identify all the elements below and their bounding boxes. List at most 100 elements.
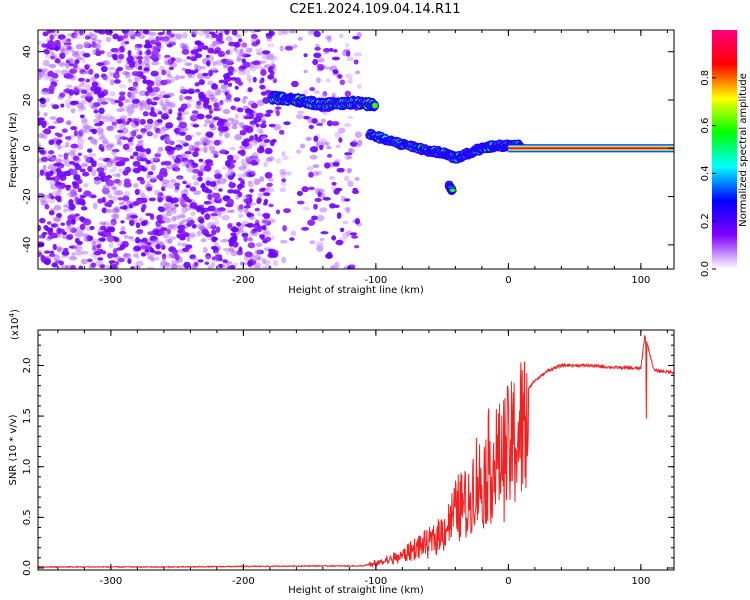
noise-blob — [111, 149, 117, 156]
noise-blob — [57, 94, 64, 100]
noise-blob — [253, 116, 262, 123]
noise-blob — [259, 176, 265, 183]
noise-blob — [260, 218, 269, 225]
noise-blob — [171, 155, 177, 161]
noise-blob — [347, 180, 354, 188]
spectrogram-x-ticks: -300 -200 -100 0 100 — [57, 30, 668, 286]
noise-blob — [207, 89, 214, 97]
noise-blob — [51, 41, 56, 49]
noise-blob — [128, 94, 135, 100]
noise-blob — [145, 242, 152, 246]
noise-blob — [55, 184, 63, 190]
noise-blob — [152, 86, 161, 92]
noise-blob — [229, 236, 238, 243]
noise-blob — [212, 40, 219, 46]
noise-blob — [154, 153, 162, 158]
noise-blob — [127, 141, 135, 146]
noise-blob — [165, 69, 171, 76]
noise-blob — [69, 74, 74, 79]
noise-blob — [103, 176, 110, 183]
noise-blob — [139, 241, 147, 247]
noise-blob — [150, 106, 155, 113]
noise-blob — [97, 257, 104, 261]
noise-blob — [136, 134, 143, 140]
noise-blob — [62, 231, 67, 236]
noise-blob — [72, 62, 78, 69]
noise-blob — [77, 107, 84, 112]
noise-blob — [342, 231, 350, 239]
noise-blob — [210, 212, 219, 217]
noise-blob — [244, 156, 251, 163]
noise-blob — [203, 200, 212, 205]
noise-blob — [178, 75, 186, 80]
noise-blob — [255, 123, 260, 128]
noise-blob — [129, 136, 135, 140]
noise-blob — [197, 259, 204, 263]
noise-blob — [261, 53, 271, 60]
noise-blob — [261, 257, 266, 265]
noise-blob — [160, 213, 169, 220]
noise-blob — [51, 155, 57, 161]
noise-blob — [211, 229, 217, 236]
noise-blob — [143, 59, 151, 66]
noise-blob — [316, 122, 324, 127]
noise-blob — [342, 50, 348, 57]
noise-blob — [66, 45, 72, 51]
noise-blob — [48, 63, 57, 69]
noise-blob — [163, 56, 172, 64]
noise-blob — [112, 213, 120, 220]
noise-blob — [178, 221, 184, 227]
noise-blob — [203, 123, 208, 128]
noise-blob — [207, 80, 214, 86]
noise-blob — [242, 95, 248, 100]
noise-blob — [117, 257, 125, 263]
noise-blob — [164, 135, 172, 142]
noise-blob — [135, 30, 145, 34]
noise-blob — [49, 156, 58, 161]
noise-blob — [233, 47, 238, 52]
noise-blob — [90, 76, 97, 82]
noise-blob — [224, 121, 231, 128]
noise-blob — [140, 128, 147, 133]
noise-blob — [234, 133, 243, 141]
noise-blob — [74, 30, 81, 34]
noise-blob — [39, 196, 47, 203]
noise-blob — [275, 157, 282, 164]
snr-series-line — [38, 335, 674, 569]
noise-blob — [196, 230, 202, 237]
noise-blob — [112, 189, 121, 196]
noise-blob — [66, 38, 72, 43]
noise-blob — [245, 156, 254, 163]
noise-blob — [122, 200, 131, 204]
noise-blob — [213, 107, 220, 112]
noise-blob — [116, 107, 125, 113]
noise-blob — [75, 233, 84, 238]
noise-blob — [81, 117, 88, 124]
noise-blob — [242, 68, 251, 76]
noise-blob — [139, 105, 145, 110]
noise-blob — [199, 103, 204, 110]
noise-blob — [63, 153, 69, 160]
noise-blob — [157, 110, 163, 115]
noise-blob — [231, 123, 238, 130]
noise-blob — [88, 153, 97, 157]
noise-blob — [204, 233, 213, 238]
noise-blob — [216, 101, 224, 107]
noise-blob — [297, 36, 303, 41]
noise-blob — [210, 224, 217, 230]
noise-blob — [143, 67, 150, 72]
noise-blob — [209, 140, 215, 145]
noise-blob — [108, 115, 116, 123]
noise-blob — [210, 150, 219, 155]
noise-blob — [82, 52, 91, 58]
noise-blob — [233, 97, 241, 102]
noise-blob — [88, 135, 94, 140]
noise-blob — [208, 145, 216, 152]
noise-blob — [173, 157, 182, 164]
noise-blob — [63, 208, 68, 213]
noise-blob — [219, 148, 226, 154]
noise-blob — [108, 66, 116, 71]
noise-blob — [196, 223, 205, 229]
noise-blob — [115, 161, 123, 167]
noise-blob — [178, 155, 184, 160]
